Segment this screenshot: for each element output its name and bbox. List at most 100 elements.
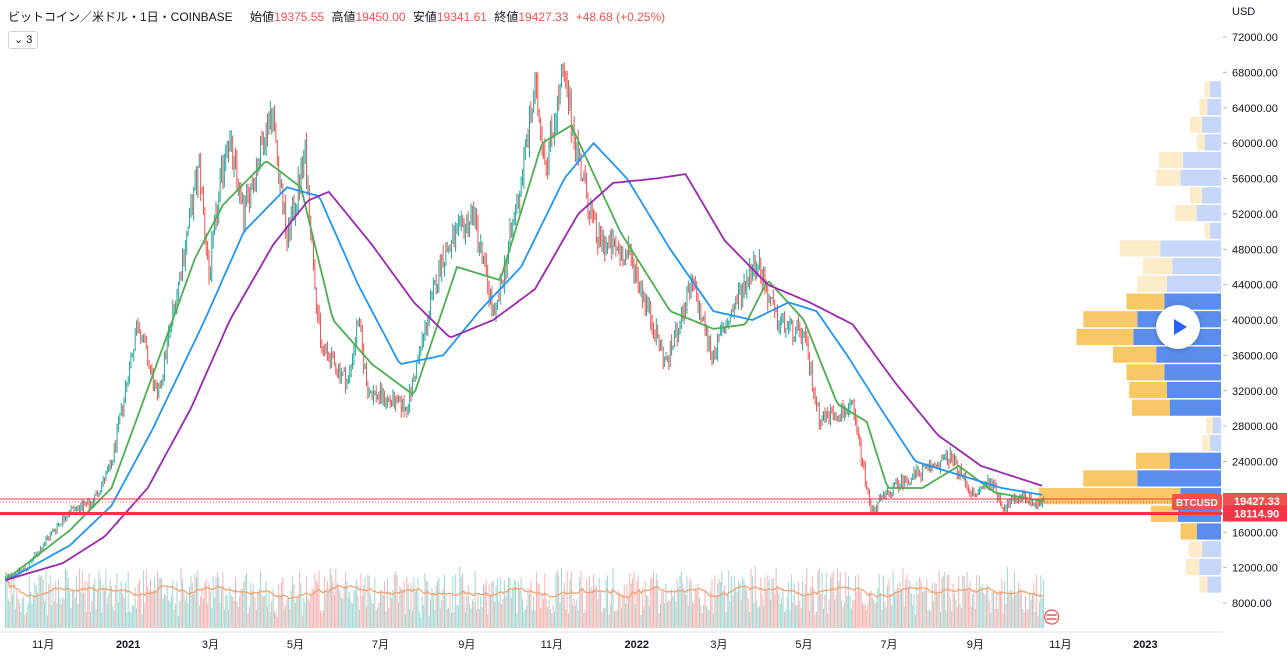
time-axis-label: 9月 (458, 639, 475, 651)
price-axis-currency: USD (1232, 6, 1255, 18)
volume-profile-up-bar (1175, 205, 1197, 222)
price-axis-label: 24000.00 (1232, 457, 1278, 469)
volume-profile-up-bar (1185, 558, 1200, 575)
volume-profile-down-bar (1204, 134, 1221, 151)
time-axis-label: 7月 (880, 639, 897, 651)
price-axis-label: 68000.00 (1232, 67, 1278, 79)
line-price-tag: 18114.90 (1234, 509, 1279, 521)
volume-profile-up-bar (1076, 328, 1134, 346)
volume-profile-up-bar (1180, 523, 1197, 540)
volume-profile-down-bar (1196, 205, 1221, 222)
volume-profile-down-bar (1210, 81, 1221, 98)
time-axis-label: 9月 (967, 639, 984, 651)
volume-profile-up-bar (1202, 434, 1211, 452)
close-value: 19427.33 (518, 10, 569, 24)
volume-profile-down-bar (1207, 576, 1221, 593)
change-value: +48.68 (+0.25%) (575, 10, 666, 24)
volume-profile-down-bar (1167, 381, 1221, 399)
volume-profile-up-bar (1156, 169, 1181, 186)
volume-profile-up-bar (1135, 452, 1170, 469)
price-axis-label: 8000.00 (1232, 598, 1272, 610)
low-label: 安値 (412, 10, 437, 24)
volume-profile-up-bar (1038, 488, 1181, 505)
volume-profile-down-bar (1210, 434, 1221, 452)
time-axis-label: 5月 (287, 639, 304, 651)
ma-fast-line (5, 124, 1043, 581)
volume-profile-down-bar (1164, 364, 1221, 381)
price-axis-label: 60000.00 (1232, 138, 1278, 150)
volume-profile-up-bar (1199, 576, 1208, 593)
price-axis-label: 72000.00 (1232, 32, 1278, 44)
price-axis-label: 48000.00 (1232, 244, 1278, 256)
volume-profile-up-bar (1137, 275, 1167, 292)
play-icon (1173, 319, 1187, 335)
price-axis-label: 28000.00 (1232, 421, 1278, 433)
volume-profile-down-bar (1202, 541, 1221, 558)
time-axis[interactable]: 11月 2021 3月 5月 7月 9月 11月 2022 3月 5月 7月 9月 11月 2023 (0, 631, 1222, 651)
volume-ma-line (5, 571, 1044, 600)
symbol-header: ビットコイン／米ドル・1日・COINBASE 始値19375.55 高値1945… (8, 8, 669, 25)
volume-profile-up-bar (1196, 134, 1205, 151)
time-axis-label: 3月 (202, 639, 219, 651)
indicator-count: 3 (26, 34, 33, 46)
time-axis-label: 2021 (116, 639, 140, 651)
last-price-tag-bg (1223, 492, 1287, 509)
volume-profile-down-bar (1199, 558, 1221, 575)
volume-profile-up-bar (1206, 417, 1213, 434)
symbol-title[interactable]: ビットコイン／米ドル・1日・COINBASE (8, 10, 233, 24)
time-axis-label: 2023 (1133, 639, 1157, 651)
symbol-tag: BTCUSD (1176, 498, 1218, 509)
us-flag-icon (1044, 609, 1060, 625)
price-axis-label: 52000.00 (1232, 209, 1278, 221)
symbol-tag-bg (1172, 493, 1222, 510)
volume-profile-up-bar (1083, 311, 1138, 328)
volume-profile-up-bar (1158, 151, 1184, 169)
high-value: 19450.00 (355, 10, 406, 24)
volume-profile-down-bar (1137, 470, 1221, 487)
price-axis-label: 16000.00 (1232, 527, 1278, 539)
close-label: 終値 (494, 10, 519, 24)
time-axis-label: 11月 (541, 639, 563, 651)
price-axis[interactable]: USD8000.0012000.0016000.0020000.0024000.… (1223, 0, 1287, 662)
time-axis-label: 7月 (372, 639, 389, 651)
volume-profile-up-bar (1131, 399, 1170, 416)
volume-profile-down-bar (1169, 399, 1221, 416)
replay-play-button[interactable] (1156, 305, 1200, 349)
volume-profile-up-bar (1188, 541, 1203, 558)
volume-profile-down-bar (1183, 151, 1221, 169)
volume-profile-down-bar (1202, 187, 1221, 204)
volume-profile-layer (1038, 81, 1221, 593)
open-value: 19375.55 (274, 10, 325, 24)
open-label: 始値 (250, 10, 275, 24)
moving-averages-layer (5, 124, 1043, 582)
volume-profile-up-bar (1199, 98, 1208, 116)
volume-profile-up-bar (1119, 240, 1161, 257)
line-price-tag-bg (1223, 505, 1287, 522)
volume-profile-down-bar (1160, 240, 1221, 257)
time-axis-label: 5月 (795, 639, 812, 651)
time-axis-label: 11月 (32, 639, 54, 651)
volume-profile-up-bar (1189, 187, 1203, 204)
ma-mid-line (5, 141, 1043, 582)
volume-profile-down-bar (1156, 346, 1221, 363)
volume-profile-down-bar (1210, 222, 1221, 239)
volume-profile-up-bar (1189, 116, 1203, 133)
volume-profile-down-bar (1169, 452, 1221, 469)
price-lines-layer (0, 498, 1222, 516)
volume-profile-up-bar (1204, 222, 1211, 239)
volume-profile-up-bar (1083, 470, 1138, 487)
volume-profile-up-bar (1142, 258, 1173, 275)
candles-layer (5, 62, 1045, 580)
time-axis-label: 2022 (625, 639, 649, 651)
volume-profile-up-bar (1126, 293, 1165, 310)
volume-profile-down-bar (1167, 275, 1221, 292)
low-value: 19341.61 (436, 10, 487, 24)
time-axis-label: 11月 (1049, 639, 1071, 651)
indicator-collapse-button[interactable]: ⌄ 3 (8, 31, 39, 49)
volume-profile-up-bar (1129, 381, 1167, 399)
volume-profile-down-bar (1172, 258, 1221, 275)
price-axis-label: 32000.00 (1232, 386, 1278, 398)
